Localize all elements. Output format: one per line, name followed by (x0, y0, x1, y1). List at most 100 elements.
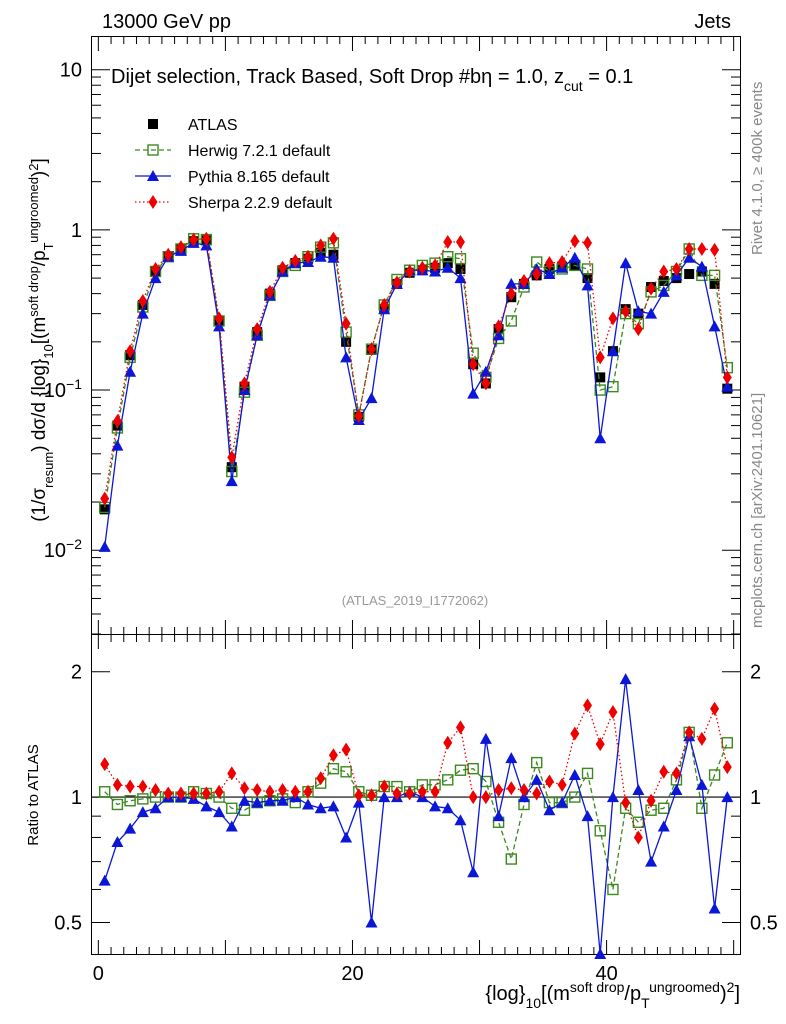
pythia-point (695, 260, 708, 272)
y-tick-label: 1 (71, 787, 82, 809)
pythia-point (149, 802, 162, 814)
sherpa-point (367, 788, 377, 803)
pythia-point (378, 791, 391, 803)
herwig-point (594, 384, 606, 396)
legend-label: Sherpa 2.2.9 default (188, 195, 333, 212)
pythia-point (670, 783, 683, 795)
sherpa-point (646, 281, 656, 296)
sherpa-point (684, 725, 694, 740)
sherpa-point (532, 786, 542, 801)
sherpa-point (189, 786, 199, 801)
herwig-point (569, 791, 581, 803)
pythia-point (594, 432, 607, 444)
herwig-point (137, 793, 149, 805)
sherpa-point (659, 764, 669, 779)
pythia-point (98, 874, 111, 886)
pythia-point (340, 351, 353, 363)
herwig-point (581, 263, 594, 275)
sherpa-point (379, 779, 389, 794)
sherpa-point (341, 316, 351, 331)
pythia-point (581, 279, 594, 291)
pythia-point (721, 791, 734, 803)
legend-label: Pythia 8.165 default (188, 169, 330, 186)
main-y-axis-label: (1/σresum) dσ/d {log}10[(msoft drop/pTun… (26, 158, 56, 522)
rivet-label: Rivet 4.1.0, ≥ 400k events (749, 82, 766, 255)
sherpa-point (125, 779, 135, 794)
pythia-point (111, 439, 124, 451)
sherpa-point (710, 701, 720, 716)
pythia-point (581, 810, 594, 822)
pythia-point (530, 773, 543, 785)
legend-marker (147, 144, 159, 156)
sherpa-point (633, 322, 643, 337)
atlas-series (99, 235, 733, 515)
sherpa-point (163, 247, 173, 262)
pythia-point (543, 268, 556, 280)
pythia-point (695, 778, 708, 790)
sherpa-point (278, 782, 288, 797)
legend-item-pythia: Pythia 8.165 default (135, 169, 330, 186)
pythia-point (492, 329, 505, 341)
sherpa-point (583, 698, 593, 713)
pythia-point (314, 250, 327, 262)
main-series (98, 231, 734, 552)
sherpa-point (481, 790, 491, 805)
sherpa-point (455, 235, 465, 250)
herwig-series (99, 233, 733, 514)
x-tick-label: 20 (341, 963, 363, 985)
herwig-point (480, 775, 492, 788)
sherpa-point (646, 793, 656, 808)
x-tick-label: 0 (93, 963, 104, 985)
pythia-point (136, 806, 149, 818)
header-right: Jets (694, 11, 731, 33)
pythia-point (556, 796, 569, 808)
herwig-point (124, 795, 136, 807)
sherpa-point (341, 742, 351, 757)
pythia-point (327, 800, 340, 812)
pythia-point (340, 831, 353, 843)
sherpa-point (633, 830, 643, 845)
herwig-point (696, 802, 708, 814)
pythia-point (645, 855, 658, 867)
herwig-point (708, 269, 721, 282)
sherpa-point (138, 293, 148, 308)
pythia-point (200, 800, 213, 812)
pythia-point (213, 320, 226, 332)
sherpa-point (684, 241, 694, 256)
pythia-point (429, 800, 442, 812)
sherpa-point (265, 784, 275, 799)
ratio-panel-frame (91, 634, 741, 955)
pythia-point (225, 820, 238, 832)
sherpa-point (239, 376, 249, 391)
sherpa-point (303, 784, 313, 799)
sherpa-line (104, 237, 728, 499)
sherpa-point (201, 786, 211, 801)
sherpa-point (328, 231, 338, 246)
y-tick-label: 1 (71, 220, 82, 242)
herwig-point (658, 802, 670, 814)
header-left: 13000 GeV pp (102, 11, 231, 33)
sherpa-point (532, 267, 542, 282)
sherpa-point (189, 232, 199, 247)
legend-item-herwig: Herwig 7.2.1 default (135, 143, 331, 160)
sherpa-point (455, 720, 465, 735)
pythia-point (213, 806, 226, 818)
pythia-point (327, 251, 340, 263)
pythia-point (594, 948, 607, 959)
sherpa-point (265, 284, 275, 299)
sherpa-point (519, 782, 529, 797)
sherpa-point (405, 786, 415, 801)
sherpa-point (112, 777, 122, 792)
herwig-point (340, 766, 352, 778)
sherpa-point (290, 253, 300, 268)
y-tick-label: 0.5 (54, 912, 82, 934)
sherpa-point (722, 370, 732, 385)
pythia-point (302, 798, 314, 810)
sherpa-point (557, 777, 567, 792)
pythia-point (441, 802, 454, 814)
atlas-point (99, 504, 110, 515)
sherpa-point (201, 231, 211, 246)
sherpa-point (176, 240, 186, 255)
herwig-point (442, 774, 454, 786)
